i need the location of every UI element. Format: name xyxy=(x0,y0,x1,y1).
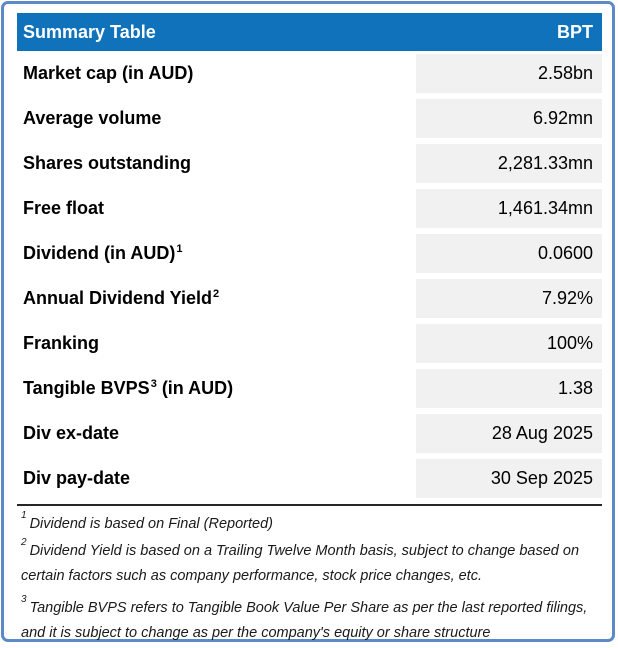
row-label-text: Tangible BVPS xyxy=(23,378,150,398)
table-row-franking: Franking 100% xyxy=(17,324,602,363)
row-label: Dividend (in AUD) 1 xyxy=(23,242,183,263)
row-label-text: Div ex-date xyxy=(23,423,120,443)
footnote-3: 3Tangible BVPS refers to Tangible Book V… xyxy=(21,594,598,646)
footnotes-section: 1Dividend is based on Final (Reported) 2… xyxy=(17,506,602,646)
table-title: Summary Table xyxy=(23,21,156,42)
table-header: Summary Table BPT xyxy=(17,13,602,51)
row-label-text: Dividend (in AUD) xyxy=(23,243,176,263)
row-label-text: Annual Dividend Yield xyxy=(23,288,213,308)
ticker-symbol: BPT xyxy=(557,21,593,42)
row-label: Market cap (in AUD) xyxy=(17,54,416,93)
row-label: Annual Dividend Yield 2 xyxy=(23,287,220,308)
row-value: 28 Aug 2025 xyxy=(416,414,602,453)
row-value: 0.0600 xyxy=(416,234,602,273)
row-label-text: Average volume xyxy=(23,108,162,128)
table-body: Market cap (in AUD) 2.58bn Average volum… xyxy=(17,54,602,498)
row-value: 1,461.34mn xyxy=(416,189,602,228)
row-label-text: Shares outstanding xyxy=(23,153,192,173)
footnotes-divider xyxy=(17,504,602,506)
footnote-text: Dividend is based on Final (Reported) xyxy=(29,516,273,532)
table-row-free-float: Free float 1,461.34mn xyxy=(17,189,602,228)
footnote-2: 2Dividend Yield is based on a Trailing T… xyxy=(21,537,598,589)
table-row-tangible-bvps: Tangible BVPS 3 (in AUD) 1.38 xyxy=(17,369,602,408)
row-label: Div pay-date xyxy=(17,459,416,498)
row-value: 100% xyxy=(416,324,602,363)
row-label-text: Div pay-date xyxy=(23,468,131,488)
row-label: Average volume xyxy=(17,99,416,138)
row-value: 30 Sep 2025 xyxy=(416,459,602,498)
row-label: Franking xyxy=(17,324,416,363)
row-label-text: Franking xyxy=(23,333,100,353)
table-row-div-ex-date: Div ex-date 28 Aug 2025 xyxy=(17,414,602,453)
footnote-text: Dividend Yield is based on a Trailing Tw… xyxy=(21,543,580,584)
row-label-text: Free float xyxy=(23,198,105,218)
footnote-text: Tangible BVPS refers to Tangible Book Va… xyxy=(21,600,588,641)
summary-card-content: Summary Table BPT Market cap (in AUD) 2.… xyxy=(17,13,602,648)
row-value: 6.92mn xyxy=(416,99,602,138)
footnote-superscript: 3 xyxy=(21,594,27,606)
footnote-superscript: 2 xyxy=(21,537,27,549)
row-label-suffix: (in AUD) xyxy=(156,378,234,398)
table-row-average-volume: Average volume 6.92mn xyxy=(17,99,602,138)
table-row-div-pay-date: Div pay-date 30 Sep 2025 xyxy=(17,459,602,498)
footnote-1: 1Dividend is based on Final (Reported) xyxy=(21,510,598,537)
table-row-market-cap: Market cap (in AUD) 2.58bn xyxy=(17,54,602,93)
row-value: 7.92% xyxy=(416,279,602,318)
row-label-text: Market cap (in AUD) xyxy=(23,63,194,83)
table-row-annual-dividend-yield: Annual Dividend Yield 2 7.92% xyxy=(17,279,602,318)
row-value: 1.38 xyxy=(416,369,602,408)
row-value: 2,281.33mn xyxy=(416,144,602,183)
row-value: 2.58bn xyxy=(416,54,602,93)
footnote-superscript: 1 xyxy=(21,510,27,522)
row-label: Free float xyxy=(17,189,416,228)
row-label: Div ex-date xyxy=(17,414,416,453)
table-row-shares-outstanding: Shares outstanding 2,281.33mn xyxy=(17,144,602,183)
row-label: Tangible BVPS 3 (in AUD) xyxy=(23,377,234,398)
table-row-dividend: Dividend (in AUD) 1 0.0600 xyxy=(17,234,602,273)
row-label: Shares outstanding xyxy=(17,144,416,183)
